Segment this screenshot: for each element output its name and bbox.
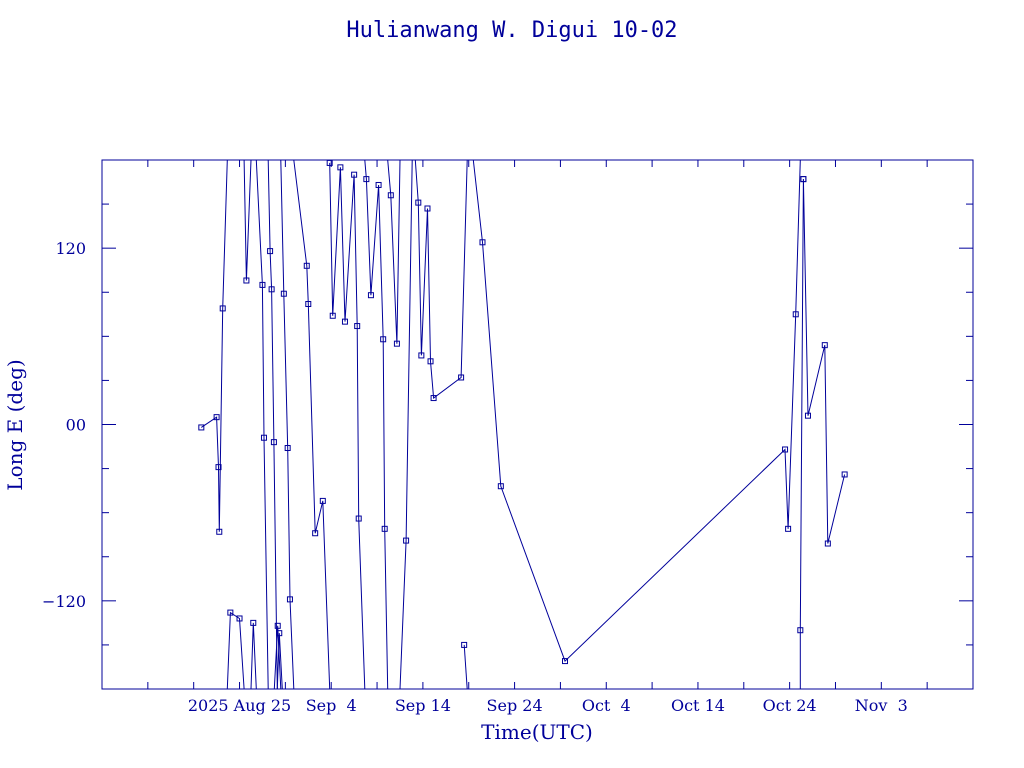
series-line xyxy=(273,625,282,689)
data-point xyxy=(415,199,422,206)
data-point xyxy=(270,439,277,446)
data-point xyxy=(236,615,243,622)
x-tick-label: Sep 4 xyxy=(306,696,357,715)
data-point xyxy=(797,627,804,634)
x-tick-label: Oct 24 xyxy=(763,696,817,715)
data-point xyxy=(427,358,434,365)
data-point xyxy=(418,352,425,359)
x-tick-label: Nov 3 xyxy=(855,696,908,715)
data-point xyxy=(326,159,333,166)
y-tick-label: 00 xyxy=(66,416,86,435)
data-point xyxy=(841,471,848,478)
data-point xyxy=(219,305,226,312)
series-line xyxy=(472,160,801,662)
series-line xyxy=(802,179,846,544)
series-line xyxy=(329,162,366,689)
x-tick-labels: 2025 Aug 25 Sep 4 Sep 14 Sep 24 Oct 4 Oct 14 O… xyxy=(188,696,908,715)
data-point xyxy=(354,323,361,330)
data-point xyxy=(393,340,400,347)
data-point xyxy=(303,262,310,269)
y-tick-labels: −120 00 120 xyxy=(42,239,86,611)
series-line xyxy=(387,160,401,344)
data-point xyxy=(458,374,465,381)
data-point xyxy=(213,414,220,421)
data-point xyxy=(497,483,504,490)
data-point xyxy=(824,540,831,547)
data-point xyxy=(260,434,267,441)
y-tick-label: −120 xyxy=(42,592,86,611)
series-line xyxy=(267,160,278,689)
x-tick-label: Oct 14 xyxy=(671,696,725,715)
data-point xyxy=(267,248,274,255)
y-axis-label: Long E (deg) xyxy=(3,359,27,490)
data-point xyxy=(800,176,807,183)
data-point xyxy=(562,658,569,665)
series-line xyxy=(201,160,228,532)
data-point xyxy=(821,342,828,349)
x-tick-label: Sep 24 xyxy=(487,696,543,715)
data-point xyxy=(363,176,370,183)
data-point xyxy=(381,525,388,532)
longitude-series xyxy=(201,160,846,689)
series-line xyxy=(250,622,257,689)
x-tick-label: Oct 4 xyxy=(582,696,631,715)
data-point xyxy=(430,395,437,402)
data-point xyxy=(259,281,266,288)
data-point xyxy=(785,525,792,532)
x-axis-label: Time(UTC) xyxy=(481,720,593,744)
data-point xyxy=(337,164,344,171)
series-line xyxy=(463,644,468,689)
series-line xyxy=(276,633,283,689)
data-point xyxy=(243,277,250,284)
data-point xyxy=(341,318,348,325)
data-point xyxy=(280,290,287,297)
data-point xyxy=(216,528,223,535)
series-line xyxy=(399,160,413,689)
data-point xyxy=(215,464,222,471)
data-point xyxy=(403,537,410,544)
data-markers xyxy=(198,159,848,665)
data-point xyxy=(355,515,362,522)
series-line xyxy=(414,160,468,399)
data-point xyxy=(461,641,468,648)
data-point xyxy=(329,312,336,319)
series-line xyxy=(293,160,331,689)
data-point xyxy=(305,301,312,308)
series-line xyxy=(799,179,804,689)
data-point xyxy=(274,622,281,629)
series-line xyxy=(226,611,245,689)
chart-title: Hulianwang W. Digui 10-02 xyxy=(346,18,677,43)
x-tick-label: Sep 14 xyxy=(395,696,451,715)
series-line xyxy=(243,160,252,281)
data-point xyxy=(367,292,374,299)
series-line xyxy=(255,160,269,689)
series-line xyxy=(364,160,389,689)
data-point xyxy=(424,205,431,212)
data-point xyxy=(319,497,326,504)
data-point xyxy=(387,192,394,199)
data-point xyxy=(351,171,358,178)
y-tick-label: 120 xyxy=(55,239,86,258)
data-point xyxy=(276,630,283,637)
data-point xyxy=(782,446,789,453)
data-point xyxy=(227,609,234,616)
data-point xyxy=(250,619,257,626)
data-point xyxy=(286,596,293,603)
data-point xyxy=(268,286,275,293)
data-point xyxy=(198,424,205,431)
x-tick-label: 2025 Aug 25 xyxy=(188,696,291,715)
series-line xyxy=(280,160,295,689)
data-point xyxy=(375,181,382,188)
data-point xyxy=(284,445,291,452)
data-point xyxy=(792,311,799,318)
data-point xyxy=(312,530,319,537)
data-point xyxy=(380,336,387,343)
data-point xyxy=(479,239,486,246)
data-point xyxy=(804,412,811,419)
